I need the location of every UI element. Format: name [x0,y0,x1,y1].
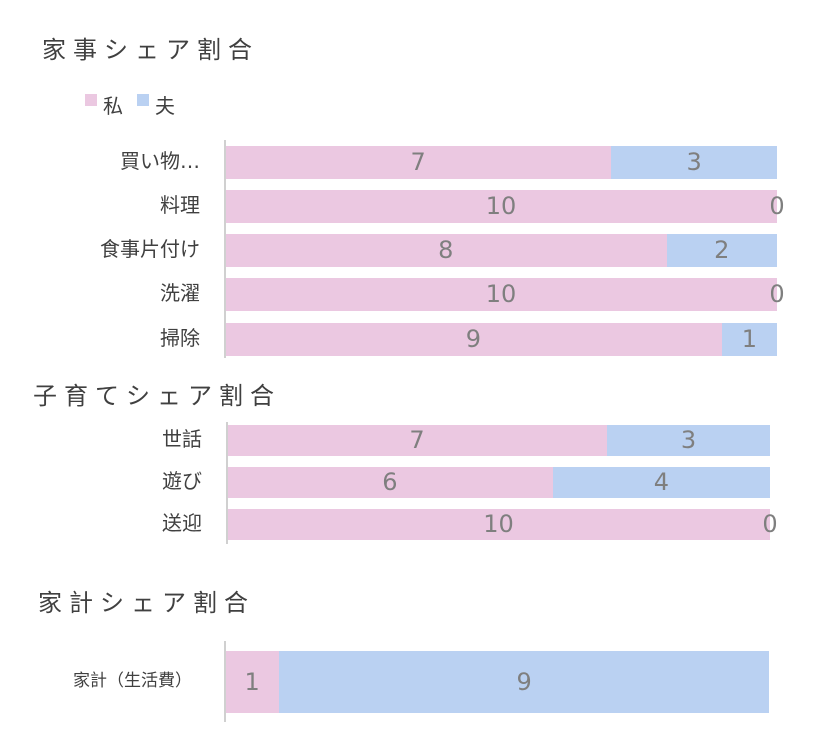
axis-line [224,641,226,722]
category-label: 家計（生活費） [73,670,192,691]
bar-segment [552,466,770,498]
axis-line [226,422,228,544]
category-label: 世話 [162,427,202,451]
data-label: 4 [653,468,670,496]
axis-line [224,140,226,358]
bar-segment [225,233,667,267]
data-label: 10 [485,280,517,308]
data-label: 7 [410,148,426,176]
legend-label-husband: 夫 [155,94,175,118]
data-label: 10 [485,192,517,220]
legend-item-husband: 夫 [137,90,175,119]
data-label: 0 [762,510,778,538]
category-label: 買い物… [120,149,200,173]
category-label: 送迎 [162,511,202,535]
category-label: 遊び [162,469,202,493]
category-label: 掃除 [160,326,200,350]
category-label: 料理 [160,193,200,217]
data-label: 0 [769,192,785,220]
legend-swatch-husband [137,93,149,106]
legend-swatch-me [85,93,97,106]
bar-segment [227,424,608,456]
bar-segment [225,322,722,356]
bar-segment [227,466,553,498]
bar-segment [225,189,777,223]
category-label: 食事片付け [100,237,200,261]
bar-segment [607,424,770,456]
bar-segment [279,651,769,713]
data-label: 9 [516,668,532,696]
legend-item-me: 私 [85,90,123,119]
bar-segment [225,145,612,179]
data-label: 7 [409,426,425,454]
bar-segment [227,508,770,540]
chart-title-childcare: 子育てシェア割合 [33,382,281,410]
bar-segment [225,651,280,713]
data-label: 10 [483,510,514,538]
bar-segment [225,277,777,311]
data-label: 3 [686,148,702,176]
chart-title-household-budget: 家計シェア割合 [38,589,255,617]
legend: 私 夫 [85,90,183,119]
chart-title-housework: 家事シェア割合 [42,36,259,64]
bar-segment [666,233,777,267]
data-label: 2 [714,236,730,264]
legend-label-me: 私 [103,94,123,118]
data-label: 1 [244,668,260,696]
data-label: 6 [382,468,398,496]
bar-segment [611,145,777,179]
data-label: 0 [769,280,785,308]
bar-segment [721,322,777,356]
data-label: 8 [438,236,454,264]
category-label: 洗濯 [160,281,200,305]
data-label: 1 [741,325,758,353]
data-label: 3 [680,426,697,454]
data-label: 9 [465,325,482,353]
